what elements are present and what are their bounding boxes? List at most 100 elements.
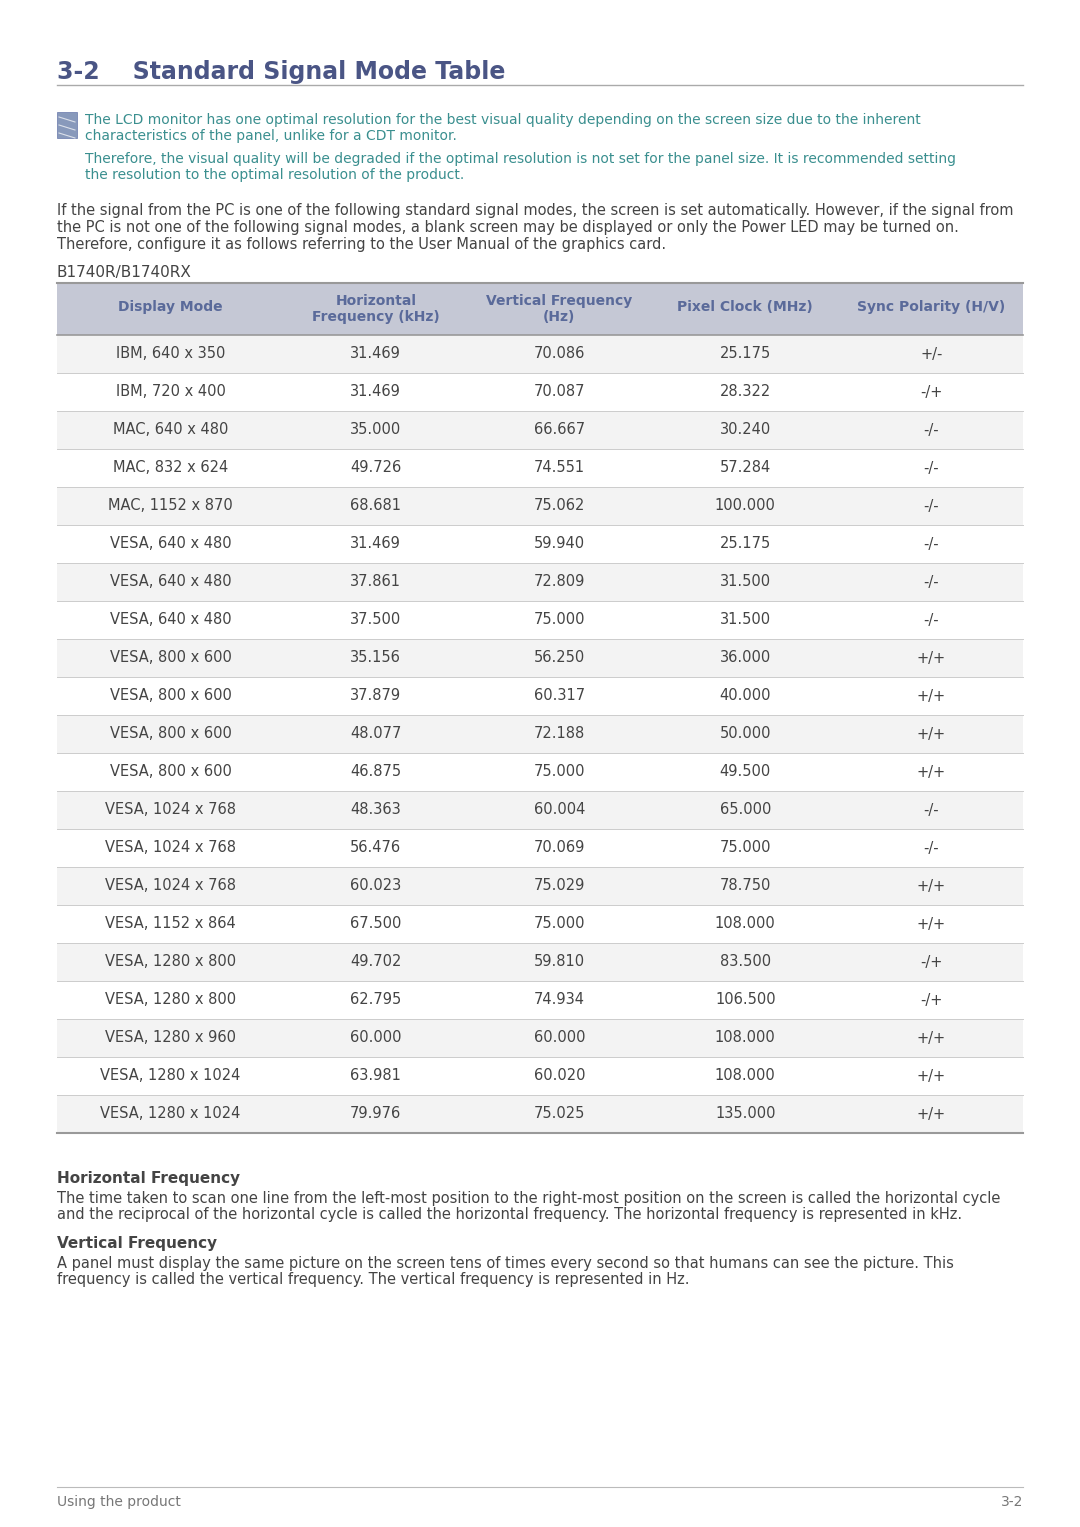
Text: 37.500: 37.500 (350, 612, 402, 628)
Text: VESA, 1024 x 768: VESA, 1024 x 768 (105, 878, 237, 893)
Bar (57, 791, 1023, 829)
Text: 100.000: 100.000 (715, 498, 775, 513)
Text: 46.875: 46.875 (350, 765, 402, 779)
Text: 75.000: 75.000 (719, 840, 771, 855)
Text: 75.029: 75.029 (534, 878, 585, 893)
Text: 60.000: 60.000 (350, 1031, 402, 1046)
Text: 31.469: 31.469 (350, 347, 401, 362)
Text: (Hz): (Hz) (543, 310, 576, 324)
Text: -/-: -/- (923, 536, 939, 551)
Text: 70.069: 70.069 (534, 840, 585, 855)
Text: 63.981: 63.981 (350, 1069, 401, 1084)
Text: Display Mode: Display Mode (118, 299, 222, 315)
Text: 79.976: 79.976 (350, 1107, 402, 1121)
Text: B1740R/B1740RX: B1740R/B1740RX (57, 266, 192, 279)
Text: -/-: -/- (923, 423, 939, 438)
Bar (57, 980, 1023, 1019)
Bar (57, 525, 1023, 563)
Text: 70.087: 70.087 (534, 385, 585, 400)
Text: 108.000: 108.000 (715, 916, 775, 931)
Text: 31.469: 31.469 (350, 385, 401, 400)
Text: 60.023: 60.023 (350, 878, 402, 893)
Text: VESA, 1024 x 768: VESA, 1024 x 768 (105, 803, 237, 817)
Text: Therefore, the visual quality will be degraded if the optimal resolution is not : Therefore, the visual quality will be de… (85, 153, 956, 166)
Text: VESA, 800 x 600: VESA, 800 x 600 (109, 727, 231, 742)
Text: frequency is called the vertical frequency. The vertical frequency is represente: frequency is called the vertical frequen… (57, 1272, 689, 1287)
Text: Horizontal: Horizontal (335, 295, 416, 308)
Text: 31.500: 31.500 (719, 612, 771, 628)
Text: -/-: -/- (923, 498, 939, 513)
Text: Sync Polarity (H/V): Sync Polarity (H/V) (858, 299, 1005, 315)
Text: IBM, 640 x 350: IBM, 640 x 350 (116, 347, 226, 362)
Text: MAC, 640 x 480: MAC, 640 x 480 (112, 423, 228, 438)
Text: 108.000: 108.000 (715, 1069, 775, 1084)
Text: 56.250: 56.250 (534, 651, 585, 666)
Text: and the reciprocal of the horizontal cycle is called the horizontal frequency. T: and the reciprocal of the horizontal cyc… (57, 1206, 962, 1222)
Text: 68.681: 68.681 (350, 498, 402, 513)
Text: VESA, 640 x 480: VESA, 640 x 480 (110, 574, 231, 589)
Bar (57, 111, 77, 137)
Text: 35.000: 35.000 (350, 423, 402, 438)
Text: VESA, 1280 x 800: VESA, 1280 x 800 (105, 993, 237, 1008)
Text: +/+: +/+ (917, 765, 946, 779)
Text: 35.156: 35.156 (350, 651, 401, 666)
Bar (57, 602, 1023, 638)
Text: VESA, 1280 x 1024: VESA, 1280 x 1024 (100, 1107, 241, 1121)
Text: 65.000: 65.000 (719, 803, 771, 817)
Text: 25.175: 25.175 (719, 536, 771, 551)
Bar (57, 563, 1023, 602)
Text: Therefore, configure it as follows referring to the User Manual of the graphics : Therefore, configure it as follows refer… (57, 237, 666, 252)
Bar (57, 1019, 1023, 1057)
Text: 59.810: 59.810 (534, 954, 585, 970)
Text: 3-2    Standard Signal Mode Table: 3-2 Standard Signal Mode Table (57, 60, 505, 84)
Text: 59.940: 59.940 (534, 536, 585, 551)
Text: 37.861: 37.861 (350, 574, 402, 589)
Text: Using the product: Using the product (57, 1495, 180, 1509)
Text: 60.004: 60.004 (534, 803, 585, 817)
Text: +/+: +/+ (917, 916, 946, 931)
Text: VESA, 1280 x 800: VESA, 1280 x 800 (105, 954, 237, 970)
Text: +/+: +/+ (917, 689, 946, 704)
Bar (57, 676, 1023, 715)
Text: VESA, 1024 x 768: VESA, 1024 x 768 (105, 840, 237, 855)
Bar (57, 715, 1023, 753)
Text: 75.000: 75.000 (534, 765, 585, 779)
Text: 36.000: 36.000 (719, 651, 771, 666)
Text: VESA, 1280 x 1024: VESA, 1280 x 1024 (100, 1069, 241, 1084)
Text: 60.020: 60.020 (534, 1069, 585, 1084)
Text: -/-: -/- (923, 803, 939, 817)
Bar (57, 867, 1023, 906)
Text: VESA, 1280 x 960: VESA, 1280 x 960 (105, 1031, 237, 1046)
Text: 31.500: 31.500 (719, 574, 771, 589)
Text: 28.322: 28.322 (719, 385, 771, 400)
Text: 72.188: 72.188 (534, 727, 585, 742)
Text: VESA, 800 x 600: VESA, 800 x 600 (109, 765, 231, 779)
Text: the resolution to the optimal resolution of the product.: the resolution to the optimal resolution… (85, 168, 464, 182)
Text: Vertical Frequency: Vertical Frequency (486, 295, 633, 308)
Text: 70.086: 70.086 (534, 347, 585, 362)
Bar (57, 334, 1023, 373)
Text: 57.284: 57.284 (719, 461, 771, 475)
Text: +/+: +/+ (917, 1069, 946, 1084)
Text: 25.175: 25.175 (719, 347, 771, 362)
Bar (57, 829, 1023, 867)
Text: VESA, 800 x 600: VESA, 800 x 600 (109, 689, 231, 704)
Text: 75.025: 75.025 (534, 1107, 585, 1121)
Text: -/-: -/- (923, 840, 939, 855)
Text: MAC, 832 x 624: MAC, 832 x 624 (113, 461, 228, 475)
Text: -/-: -/- (923, 612, 939, 628)
Bar (57, 1057, 1023, 1095)
Text: VESA, 1152 x 864: VESA, 1152 x 864 (105, 916, 235, 931)
Text: 48.077: 48.077 (350, 727, 402, 742)
Text: 108.000: 108.000 (715, 1031, 775, 1046)
Bar (57, 638, 1023, 676)
Text: 106.500: 106.500 (715, 993, 775, 1008)
Bar (57, 753, 1023, 791)
Text: -/-: -/- (923, 574, 939, 589)
Text: IBM, 720 x 400: IBM, 720 x 400 (116, 385, 226, 400)
Bar (57, 906, 1023, 944)
Bar (57, 1095, 1023, 1133)
Text: The time taken to scan one line from the left-most position to the right-most po: The time taken to scan one line from the… (57, 1191, 1000, 1206)
Text: VESA, 640 x 480: VESA, 640 x 480 (110, 612, 231, 628)
Text: 56.476: 56.476 (350, 840, 402, 855)
